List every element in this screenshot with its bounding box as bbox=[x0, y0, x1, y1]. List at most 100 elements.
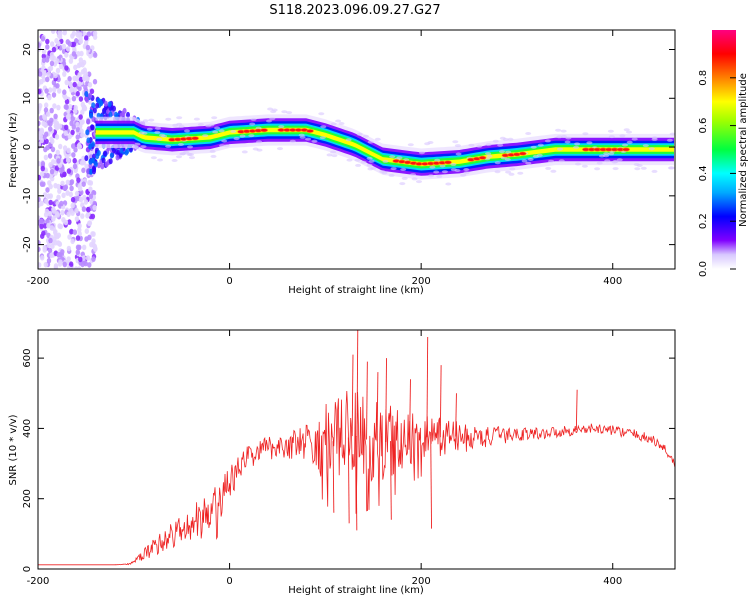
noise-blob bbox=[38, 246, 41, 253]
noise-blob bbox=[47, 66, 52, 73]
noise-blob bbox=[57, 261, 63, 267]
noise-blob bbox=[55, 67, 61, 74]
noise-blob bbox=[93, 52, 98, 58]
noise-blob bbox=[86, 168, 90, 175]
halo-speckle bbox=[586, 141, 593, 145]
halo-speckle bbox=[427, 141, 434, 144]
halo-speckle bbox=[497, 143, 504, 147]
noise-blob bbox=[99, 100, 104, 107]
noise-blob bbox=[62, 145, 68, 151]
noise-blob bbox=[88, 92, 93, 99]
noise-blob bbox=[58, 143, 63, 150]
noise-blob bbox=[40, 165, 45, 172]
colorbar: 0.0 0.2 0.4 0.6 0.8 Normalized spectral ampl… bbox=[698, 30, 749, 277]
y-tick-label: 0 bbox=[22, 144, 33, 150]
noise-blob bbox=[81, 158, 86, 165]
noise-blob bbox=[88, 193, 94, 200]
noise-blob bbox=[60, 249, 65, 255]
noise-blob bbox=[56, 194, 61, 201]
noise-blob bbox=[58, 167, 63, 173]
snr-spike bbox=[575, 389, 578, 431]
halo-speckle bbox=[176, 155, 182, 159]
halo-speckle bbox=[608, 152, 615, 156]
noise-blob bbox=[103, 100, 108, 107]
halo-speckle bbox=[367, 140, 374, 144]
noise-blob bbox=[92, 78, 98, 85]
halo-speckle bbox=[250, 117, 257, 121]
halo-speckle bbox=[603, 152, 610, 156]
halo-speckle bbox=[525, 132, 532, 135]
noise-blob bbox=[84, 236, 89, 242]
x-tick-label: 200 bbox=[412, 576, 431, 587]
noise-blob bbox=[65, 46, 71, 52]
noise-blob bbox=[74, 190, 80, 197]
snr-spike bbox=[430, 437, 432, 529]
noise-blob bbox=[66, 256, 71, 262]
halo-speckle bbox=[450, 168, 457, 172]
noise-blob bbox=[48, 87, 53, 93]
noise-blob bbox=[87, 82, 93, 88]
halo-speckle bbox=[178, 124, 185, 128]
noise-blob bbox=[93, 246, 98, 252]
noise-blob bbox=[126, 111, 130, 118]
halo-speckle bbox=[248, 134, 255, 138]
noise-blob bbox=[39, 171, 45, 177]
noise-blob bbox=[82, 105, 88, 112]
noise-blob bbox=[47, 94, 52, 101]
snr-spike bbox=[376, 372, 379, 442]
noise-blob bbox=[57, 162, 63, 168]
noise-blob bbox=[77, 227, 82, 233]
halo-speckle bbox=[171, 159, 178, 162]
snr-marks bbox=[38, 330, 675, 566]
noise-blob bbox=[64, 98, 70, 105]
noise-blob bbox=[39, 129, 45, 135]
noise-blob bbox=[47, 153, 53, 159]
halo-speckle bbox=[485, 152, 492, 156]
noise-blob bbox=[115, 154, 120, 161]
colorbar-tick-label: 0.6 bbox=[698, 118, 709, 134]
noise-blob bbox=[87, 220, 93, 226]
halo-speckle bbox=[219, 144, 226, 148]
noise-blob bbox=[51, 92, 57, 98]
halo-speckle bbox=[319, 136, 326, 140]
noise-blob bbox=[53, 113, 58, 120]
noise-blob bbox=[69, 87, 74, 93]
noise-blob bbox=[47, 247, 53, 254]
colorbar-gradient bbox=[712, 30, 736, 269]
noise-blob bbox=[108, 111, 113, 118]
colorbar-label: Normalized spectral amplitude bbox=[738, 73, 749, 227]
halo-speckle bbox=[581, 164, 588, 168]
noise-blob bbox=[39, 137, 44, 144]
noise-blob bbox=[84, 35, 89, 41]
halo-speckle bbox=[623, 128, 630, 132]
halo-speckle bbox=[436, 174, 443, 178]
halo-speckle bbox=[463, 168, 470, 171]
noise-blob bbox=[64, 52, 69, 58]
noise-blob bbox=[69, 179, 75, 185]
halo-speckle bbox=[556, 135, 563, 139]
halo-speckle bbox=[612, 167, 619, 171]
halo-speckle bbox=[492, 139, 499, 143]
noise-blob bbox=[44, 88, 49, 94]
noise-blob bbox=[62, 261, 67, 268]
noise-blob bbox=[85, 212, 90, 219]
noise-blob bbox=[86, 206, 91, 213]
noise-blob bbox=[71, 152, 76, 158]
noise-blob bbox=[53, 229, 58, 235]
noise-blob bbox=[57, 240, 62, 247]
noise-blob bbox=[67, 234, 72, 240]
noise-blob bbox=[62, 30, 67, 36]
noise-blob bbox=[63, 94, 68, 101]
noise-blob bbox=[63, 124, 69, 131]
halo-speckle bbox=[521, 159, 528, 163]
halo-speckle bbox=[433, 170, 440, 174]
noise-blob bbox=[40, 161, 46, 167]
noise-blob bbox=[75, 90, 80, 97]
halo-speckle bbox=[161, 134, 168, 138]
noise-blob bbox=[51, 206, 56, 213]
halo-speckle bbox=[544, 139, 551, 143]
noise-blob bbox=[90, 231, 95, 237]
noise-blob bbox=[109, 152, 114, 159]
halo-speckle bbox=[555, 128, 562, 132]
noise-blob bbox=[38, 141, 42, 147]
